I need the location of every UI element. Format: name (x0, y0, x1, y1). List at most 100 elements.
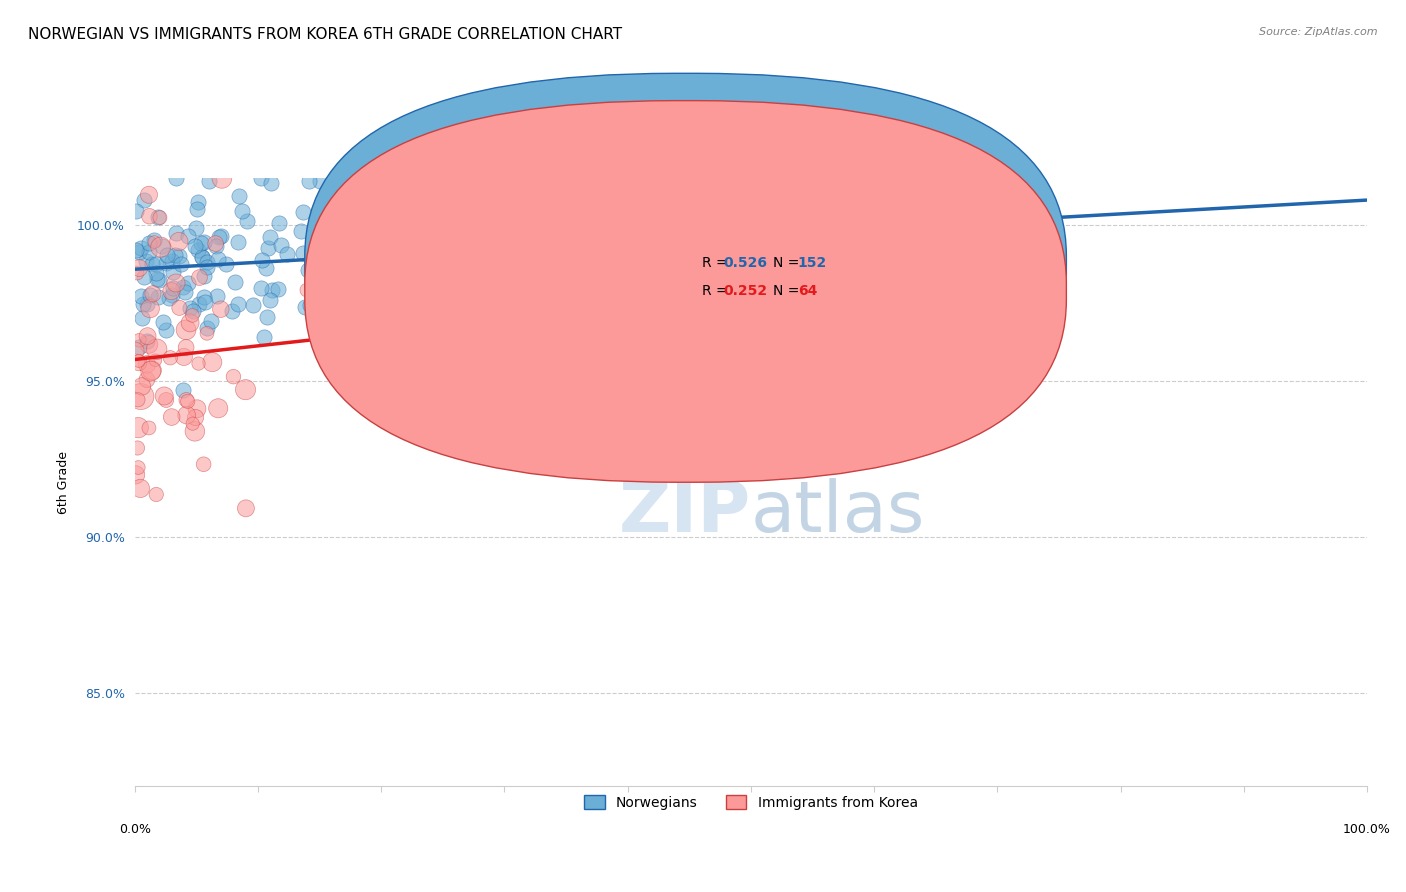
Immigrants from Korea (128, 333, 150, 347)
Norwegians (783, 245, 806, 260)
Norwegians (681, 276, 703, 290)
Norwegians (388, 276, 411, 290)
Norwegians (439, 254, 461, 268)
Norwegians (224, 275, 246, 289)
Immigrants from Korea (138, 209, 160, 223)
Norwegians (297, 263, 319, 277)
Immigrants from Korea (186, 401, 208, 416)
Immigrants from Korea (138, 187, 160, 202)
Norwegians (257, 241, 280, 255)
Immigrants from Korea (167, 235, 190, 249)
Legend: Norwegians, Immigrants from Korea: Norwegians, Immigrants from Korea (578, 789, 924, 815)
Norwegians (292, 205, 315, 219)
Norwegians (396, 260, 419, 274)
Norwegians (128, 340, 150, 354)
Norwegians (297, 174, 319, 188)
Immigrants from Korea (193, 457, 215, 471)
Immigrants from Korea (209, 302, 232, 317)
Norwegians (488, 288, 510, 302)
Norwegians (165, 171, 187, 186)
Norwegians (215, 257, 238, 271)
Norwegians (429, 211, 451, 226)
Norwegians (292, 246, 315, 260)
Immigrants from Korea (207, 401, 229, 416)
Norwegians (184, 220, 207, 235)
Text: 0.526: 0.526 (724, 256, 768, 270)
Norwegians (503, 202, 526, 217)
FancyBboxPatch shape (305, 101, 1066, 483)
Norwegians (129, 289, 152, 303)
Immigrants from Korea (127, 420, 149, 434)
Norwegians (129, 241, 152, 255)
Norwegians (157, 291, 180, 305)
Immigrants from Korea (295, 283, 318, 297)
Immigrants from Korea (139, 364, 162, 378)
Norwegians (527, 237, 550, 252)
Norwegians (135, 254, 157, 268)
Norwegians (364, 225, 387, 239)
Norwegians (172, 383, 194, 397)
Immigrants from Korea (184, 410, 207, 425)
Norwegians (148, 210, 170, 224)
Norwegians (177, 276, 200, 290)
Immigrants from Korea (204, 236, 226, 251)
Norwegians (311, 212, 333, 227)
Norwegians (429, 233, 451, 247)
Norwegians (565, 227, 588, 241)
Norwegians (396, 228, 419, 243)
Immigrants from Korea (174, 340, 197, 354)
Norwegians (191, 250, 214, 264)
Immigrants from Korea (159, 351, 181, 365)
Norwegians (187, 297, 209, 311)
Norwegians (193, 235, 215, 249)
Immigrants from Korea (176, 392, 198, 407)
Norwegians (187, 194, 209, 209)
Norwegians (197, 320, 219, 334)
Text: ZIP: ZIP (619, 478, 751, 547)
Norwegians (211, 229, 233, 244)
Norwegians (311, 221, 333, 235)
Norwegians (250, 171, 273, 186)
Norwegians (925, 195, 948, 210)
Immigrants from Korea (184, 425, 207, 439)
Norwegians (491, 260, 513, 274)
Norwegians (198, 174, 221, 188)
Norwegians (190, 235, 212, 250)
Text: R =: R = (702, 256, 731, 270)
Text: NORWEGIAN VS IMMIGRANTS FROM KOREA 6TH GRADE CORRELATION CHART: NORWEGIAN VS IMMIGRANTS FROM KOREA 6TH G… (28, 27, 623, 42)
Norwegians (156, 248, 179, 262)
FancyBboxPatch shape (658, 243, 917, 318)
Norwegians (152, 238, 174, 252)
Norwegians (259, 229, 281, 244)
Text: 0.0%: 0.0% (118, 823, 150, 837)
Immigrants from Korea (160, 410, 183, 425)
Norwegians (167, 249, 190, 263)
Norwegians (436, 202, 458, 217)
Immigrants from Korea (179, 316, 201, 330)
Norwegians (495, 212, 517, 227)
Norwegians (354, 225, 377, 239)
Immigrants from Korea (169, 301, 191, 315)
Norwegians (366, 267, 388, 281)
Norwegians (290, 224, 312, 238)
Norwegians (236, 214, 259, 228)
Immigrants from Korea (155, 392, 177, 407)
Text: R =: R = (702, 284, 731, 298)
Norwegians (231, 203, 253, 218)
Text: 0.252: 0.252 (724, 284, 768, 298)
Norwegians (396, 246, 419, 260)
Text: 64: 64 (797, 284, 817, 298)
Immigrants from Korea (235, 383, 257, 397)
Immigrants from Korea (145, 353, 167, 368)
Norwegians (256, 310, 278, 324)
Norwegians (165, 227, 187, 241)
Immigrants from Korea (129, 482, 152, 496)
Norwegians (747, 228, 769, 243)
Norwegians (195, 260, 218, 274)
Norwegians (186, 202, 208, 216)
Norwegians (242, 298, 264, 312)
Norwegians (197, 254, 219, 268)
Norwegians (184, 239, 207, 253)
Norwegians (253, 330, 276, 344)
Norwegians (454, 235, 477, 249)
